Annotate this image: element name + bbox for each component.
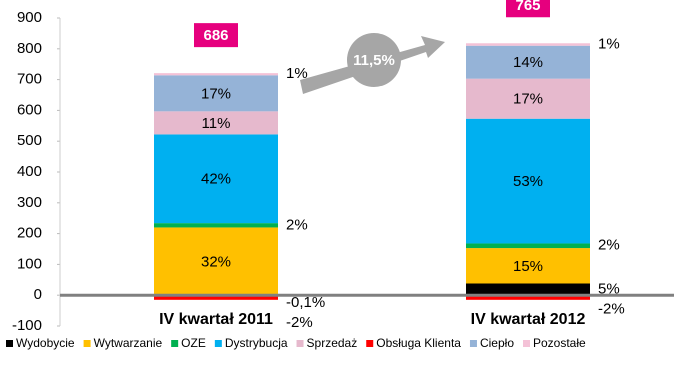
total-label: 765	[515, 0, 540, 14]
y-tick-label: 900	[17, 9, 42, 26]
bar-segment	[466, 78, 590, 119]
legend-label: Wytwarzanie	[94, 336, 163, 350]
legend-label: OZE	[181, 336, 206, 350]
bar-segment	[154, 227, 278, 296]
y-tick-label: 100	[17, 255, 42, 272]
bar-segment	[466, 45, 590, 79]
growth-arrow: 11,5%	[300, 33, 445, 94]
legend-label: Ciepło	[480, 336, 514, 350]
y-tick-label: 800	[17, 40, 42, 57]
legend-swatch	[171, 340, 179, 347]
y-tick-label: 0	[34, 286, 42, 303]
legend-label: Dystrybucja	[225, 336, 288, 350]
bar-segment	[154, 111, 278, 135]
bar-segment	[466, 295, 590, 300]
bar-segment	[466, 243, 590, 249]
legend-swatch	[523, 340, 530, 347]
data-label: -2%	[286, 314, 313, 331]
bar-segment	[154, 134, 278, 224]
total-label: 686	[203, 27, 228, 44]
data-label: 1%	[286, 65, 308, 82]
data-label: 5%	[598, 280, 620, 297]
bar-segment	[154, 73, 278, 76]
y-tick-label: 200	[17, 225, 42, 242]
data-label: 11%	[202, 115, 231, 132]
legend-label: Pozostałe	[533, 336, 586, 350]
total-box	[506, 0, 550, 18]
bar-segment	[466, 118, 590, 244]
data-label: 42%	[201, 171, 231, 188]
x-tick-label: IV kwartał 2012	[471, 311, 586, 328]
legend-label: Sprzedaż	[307, 336, 358, 350]
total-box	[194, 23, 238, 48]
y-tick-label: 600	[17, 101, 42, 118]
legend-swatch	[83, 340, 91, 347]
data-label: 15%	[513, 258, 543, 275]
data-label: 32%	[201, 253, 231, 270]
bar-segment	[466, 43, 590, 46]
data-label: 14%	[513, 54, 543, 71]
legend-swatch	[366, 340, 374, 347]
bar-segment	[154, 75, 278, 112]
data-label: 1%	[598, 35, 620, 52]
y-tick-label: 400	[17, 163, 42, 180]
growth-label: 11,5%	[353, 52, 395, 69]
bar-segment	[466, 248, 590, 284]
data-label: 53%	[513, 173, 543, 190]
y-tick-label: 500	[17, 132, 42, 149]
legend-swatch	[214, 340, 222, 347]
legend-label: Wydobycie	[16, 336, 75, 350]
bar-segment	[154, 295, 278, 300]
legend-label: Obsługa Klienta	[376, 336, 461, 350]
data-label: 17%	[201, 85, 231, 102]
growth-circle	[347, 33, 401, 87]
bar-segment	[466, 283, 590, 296]
y-tick-label: 700	[17, 71, 42, 88]
legend-swatch	[6, 340, 13, 347]
data-label: 17%	[513, 91, 543, 108]
legend-swatch	[469, 340, 477, 347]
legend-swatch	[296, 340, 304, 347]
bar-segment	[154, 223, 278, 228]
data-label: -2%	[598, 300, 625, 317]
x-tick-label: IV kwartał 2011	[159, 311, 273, 328]
y-tick-label: 300	[17, 194, 42, 211]
data-label: -0,1%	[286, 294, 325, 311]
data-label: 2%	[286, 216, 308, 233]
y-tick-label: -100	[12, 317, 42, 334]
data-label: 2%	[598, 237, 620, 254]
